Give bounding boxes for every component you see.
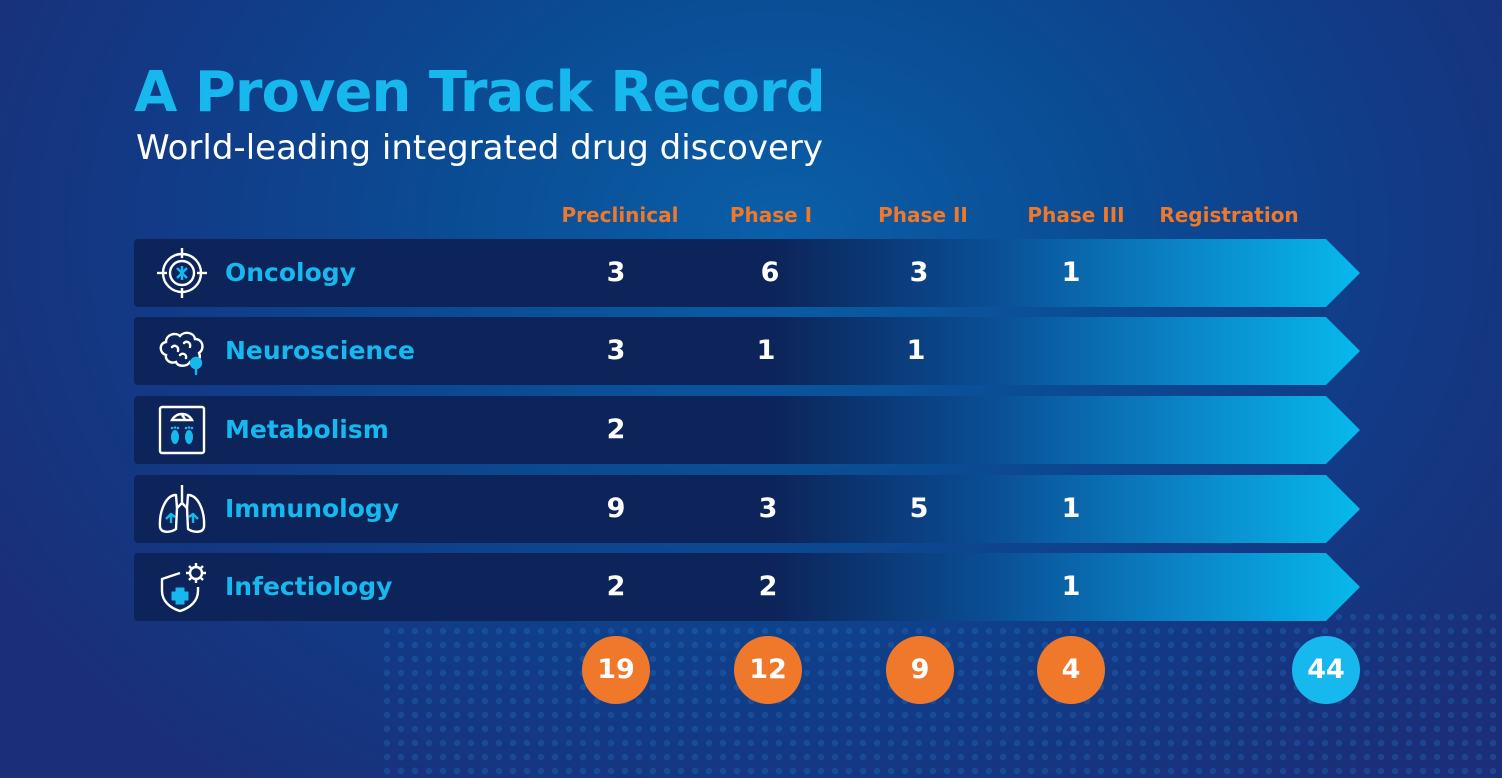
cell-neuroscience-phase-2: 1: [906, 335, 926, 366]
cell-immunology-phase-3: 1: [1061, 493, 1081, 524]
page-subtitle: World-leading integrated drug discovery: [136, 128, 824, 168]
shield-virus-icon: [156, 561, 208, 613]
cell-metabolism-preclinical: 2: [606, 414, 626, 445]
phase-label-preclinical: Preclinical: [561, 203, 679, 227]
row-label-metabolism: Metabolism: [225, 415, 389, 444]
row-label-infectiology: Infectiology: [225, 572, 393, 601]
cell-oncology-phase-1: 6: [760, 257, 780, 288]
pipeline-row-oncology: Oncology 3 6 3 1: [134, 239, 1360, 307]
cell-immunology-phase-2: 5: [909, 493, 929, 524]
phase-label-phase-2: Phase II: [878, 203, 968, 227]
cell-oncology-phase-3: 1: [1061, 257, 1081, 288]
pipeline-row-metabolism: Metabolism 2: [134, 396, 1360, 464]
phase-label-registration: Registration: [1159, 203, 1299, 227]
scale-icon: [156, 404, 208, 456]
row-label-oncology: Oncology: [225, 258, 356, 287]
cell-neuroscience-phase-1: 1: [756, 335, 776, 366]
phase-label-phase-1: Phase I: [729, 203, 813, 227]
cell-immunology-phase-1: 3: [758, 493, 778, 524]
pipeline-row-infectiology: Infectiology 2 2 1: [134, 553, 1360, 621]
total-badge-phase-1: 12: [734, 636, 802, 704]
brain-icon: [156, 325, 208, 377]
grand-total-badge: 44: [1292, 636, 1360, 704]
cell-infectiology-preclinical: 2: [606, 571, 626, 602]
cell-immunology-preclinical: 9: [606, 493, 626, 524]
target-icon: [156, 247, 208, 299]
total-badge-preclinical: 19: [582, 636, 650, 704]
row-label-neuroscience: Neuroscience: [225, 336, 415, 365]
pipeline-row-immunology: Immunology 9 3 5 1: [134, 475, 1360, 543]
phase-label-phase-3: Phase III: [1027, 203, 1125, 227]
page-title: A Proven Track Record: [134, 60, 826, 125]
cell-neuroscience-preclinical: 3: [606, 335, 626, 366]
lungs-icon: [156, 483, 208, 535]
row-label-immunology: Immunology: [225, 494, 400, 523]
cell-infectiology-phase-1: 2: [758, 571, 778, 602]
total-badge-phase-3: 4: [1037, 636, 1105, 704]
cell-oncology-phase-2: 3: [909, 257, 929, 288]
cell-oncology-preclinical: 3: [606, 257, 626, 288]
total-badge-phase-2: 9: [886, 636, 954, 704]
cell-infectiology-phase-3: 1: [1061, 571, 1081, 602]
pipeline-row-neuroscience: Neuroscience 3 1 1: [134, 317, 1360, 385]
